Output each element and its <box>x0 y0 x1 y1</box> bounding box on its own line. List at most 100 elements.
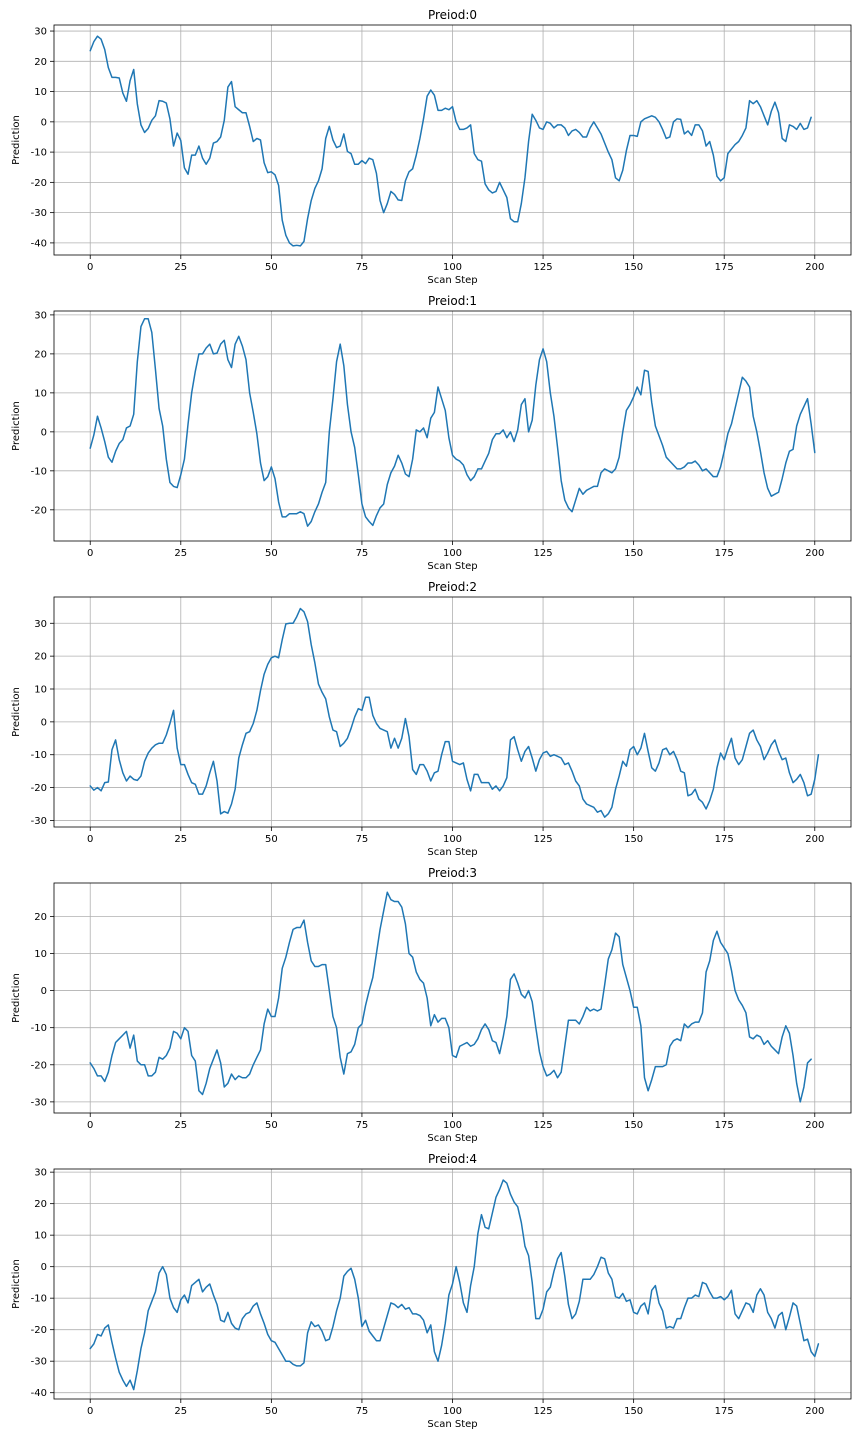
chart-panel-4: 0 25 50 75 100 125 150 175 200 -40 -30 -20 -10 0 10 20 3… <box>11 1152 852 1430</box>
x-tick-label: 0 <box>87 1120 93 1131</box>
x-axis-label: Scan Step <box>427 275 477 286</box>
y-tick-label: 30 <box>34 27 47 38</box>
y-tick-label: 10 <box>34 87 47 98</box>
x-tick-label: 25 <box>174 1120 187 1131</box>
series-line-0 <box>89 318 816 527</box>
chart-panel-1: 0 25 50 75 100 125 150 175 200 -20 -10 0 10 20 30 Preio… <box>11 294 852 572</box>
y-tick-label: 20 <box>34 1199 47 1210</box>
y-tick-label: -10 <box>31 1023 47 1034</box>
y-tick-label: -30 <box>31 1097 47 1108</box>
y-tick-label: -30 <box>31 816 47 827</box>
y-tick-label: 0 <box>41 427 47 438</box>
x-tick-label: 175 <box>715 1406 734 1417</box>
x-tick-label: 175 <box>715 262 734 273</box>
x-tick-label: 0 <box>87 262 93 273</box>
series-line-0 <box>89 607 820 818</box>
x-tick-label: 75 <box>356 834 369 845</box>
x-tick-label: 50 <box>265 548 278 559</box>
x-tick-label: 150 <box>624 548 643 559</box>
x-tick-label: 125 <box>534 1120 553 1131</box>
y-tick-label: -20 <box>31 178 47 189</box>
x-tick-label: 150 <box>624 1120 643 1131</box>
x-tick-label: 0 <box>87 834 93 845</box>
y-tick-label: 0 <box>41 117 47 128</box>
x-tick-label: 175 <box>715 834 734 845</box>
x-tick-label: 200 <box>805 262 824 273</box>
x-tick-label: 125 <box>534 262 553 273</box>
x-tick-label: 75 <box>356 1406 369 1417</box>
y-tick-label: 10 <box>34 685 47 696</box>
y-tick-label: 30 <box>34 619 47 630</box>
y-axis-label: Prediction <box>11 687 22 737</box>
chart-panel-3: 0 25 50 75 100 125 150 175 200 -30 -20 -10 0 10 20 Prei… <box>11 866 852 1144</box>
y-tick-label: -40 <box>31 1388 47 1399</box>
y-tick-label: -30 <box>31 1357 47 1368</box>
y-tick-label: -10 <box>31 466 47 477</box>
y-tick-label: 20 <box>34 57 47 68</box>
x-tick-label: 200 <box>805 834 824 845</box>
y-tick-label: -40 <box>31 238 47 249</box>
x-tick-label: 100 <box>443 834 462 845</box>
y-tick-label: -10 <box>31 750 47 761</box>
y-tick-label: 10 <box>34 1231 47 1242</box>
x-tick-label: 75 <box>356 1120 369 1131</box>
series-line-0 <box>89 35 812 247</box>
y-tick-label: -30 <box>31 208 47 219</box>
x-tick-label: 150 <box>624 262 643 273</box>
x-tick-label: 150 <box>624 1406 643 1417</box>
y-tick-label: -20 <box>31 1060 47 1071</box>
x-tick-label: 200 <box>805 1120 824 1131</box>
chart-title: Preiod:1 <box>428 294 477 308</box>
x-tick-label: 25 <box>174 834 187 845</box>
x-tick-label: 25 <box>174 548 187 559</box>
x-tick-label: 125 <box>534 548 553 559</box>
x-tick-label: 100 <box>443 548 462 559</box>
x-tick-label: 125 <box>534 1406 553 1417</box>
x-axis-label: Scan Step <box>427 847 477 858</box>
x-tick-label: 25 <box>174 262 187 273</box>
y-tick-label: -20 <box>31 1325 47 1336</box>
x-axis-label: Scan Step <box>427 1419 477 1430</box>
y-tick-label: 20 <box>34 349 47 360</box>
x-axis-label: Scan Step <box>427 1133 477 1144</box>
y-tick-label: 10 <box>34 949 47 960</box>
x-tick-label: 50 <box>265 1120 278 1131</box>
y-tick-label: -20 <box>31 505 47 516</box>
series-line-0 <box>89 1179 820 1391</box>
series-line-0 <box>89 891 812 1103</box>
x-tick-label: 50 <box>265 262 278 273</box>
y-tick-label: 0 <box>41 1262 47 1273</box>
y-tick-label: 20 <box>34 652 47 663</box>
y-axis-label: Prediction <box>11 973 22 1023</box>
y-tick-label: 0 <box>41 986 47 997</box>
y-axis-label: Prediction <box>11 401 22 451</box>
x-tick-label: 175 <box>715 548 734 559</box>
y-axis-label: Prediction <box>11 1259 22 1309</box>
chart-title: Preiod:0 <box>428 8 477 22</box>
x-tick-label: 50 <box>265 1406 278 1417</box>
x-tick-label: 25 <box>174 1406 187 1417</box>
x-tick-label: 200 <box>805 548 824 559</box>
x-tick-label: 150 <box>624 834 643 845</box>
x-tick-label: 100 <box>443 262 462 273</box>
chart-panel-0: 0 25 50 75 100 125 150 175 200 -40 -30 -20 -10 0 10 20 3… <box>11 8 852 286</box>
chart-title: Preiod:3 <box>428 866 477 880</box>
x-tick-label: 100 <box>443 1406 462 1417</box>
y-tick-label: -10 <box>31 148 47 159</box>
x-tick-label: 75 <box>356 548 369 559</box>
x-tick-label: 175 <box>715 1120 734 1131</box>
y-tick-label: -10 <box>31 1294 47 1305</box>
chart-panel-2: 0 25 50 75 100 125 150 175 200 -30 -20 -10 0 10 20 30 Pr… <box>11 580 852 858</box>
x-tick-label: 200 <box>805 1406 824 1417</box>
x-tick-label: 100 <box>443 1120 462 1131</box>
y-tick-label: 20 <box>34 912 47 923</box>
y-tick-label: 30 <box>34 310 47 321</box>
y-axis-label: Prediction <box>11 115 22 165</box>
x-tick-label: 50 <box>265 834 278 845</box>
y-tick-label: 0 <box>41 717 47 728</box>
x-tick-label: 0 <box>87 1406 93 1417</box>
x-tick-label: 75 <box>356 262 369 273</box>
x-tick-label: 0 <box>87 548 93 559</box>
x-tick-label: 125 <box>534 834 553 845</box>
chart-title: Preiod:2 <box>428 580 477 594</box>
